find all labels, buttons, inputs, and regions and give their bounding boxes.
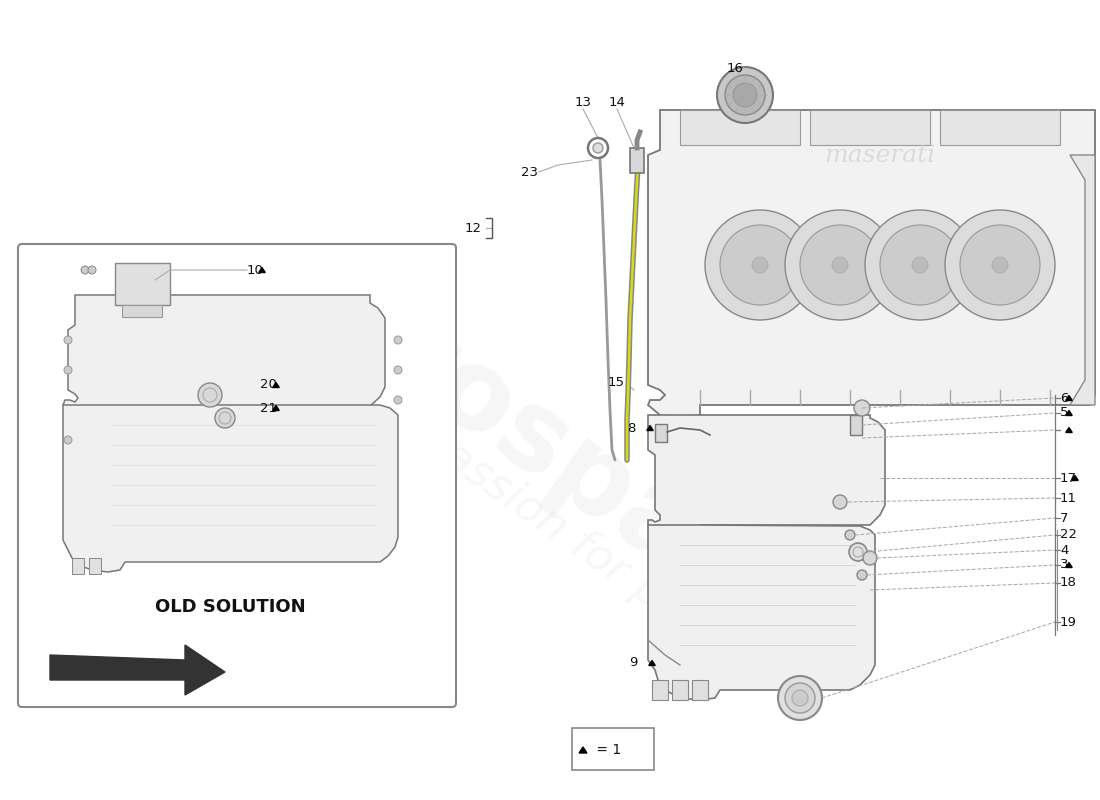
Text: 4: 4 xyxy=(1060,543,1068,557)
Circle shape xyxy=(945,210,1055,320)
Circle shape xyxy=(88,266,96,274)
Polygon shape xyxy=(50,645,225,695)
Bar xyxy=(654,424,667,442)
Circle shape xyxy=(992,257,1008,273)
Bar xyxy=(652,680,668,700)
Polygon shape xyxy=(648,110,1094,418)
Circle shape xyxy=(394,336,402,344)
Circle shape xyxy=(752,257,768,273)
Circle shape xyxy=(849,543,867,561)
FancyBboxPatch shape xyxy=(572,728,654,770)
Circle shape xyxy=(792,690,808,706)
Polygon shape xyxy=(648,525,874,700)
Circle shape xyxy=(785,210,895,320)
Circle shape xyxy=(394,396,402,404)
Text: 10: 10 xyxy=(248,263,264,277)
Bar xyxy=(850,415,862,435)
Circle shape xyxy=(785,683,815,713)
Circle shape xyxy=(64,366,72,374)
Bar xyxy=(89,558,101,574)
Bar xyxy=(692,680,708,700)
Circle shape xyxy=(778,676,822,720)
Circle shape xyxy=(833,495,847,509)
Polygon shape xyxy=(649,661,656,666)
Circle shape xyxy=(725,75,764,115)
Text: 20: 20 xyxy=(260,378,277,391)
Polygon shape xyxy=(579,747,587,753)
Circle shape xyxy=(593,143,603,153)
Text: 21: 21 xyxy=(260,402,277,414)
Text: 13: 13 xyxy=(574,97,592,110)
Circle shape xyxy=(64,336,72,344)
Bar xyxy=(116,263,170,305)
Polygon shape xyxy=(1066,395,1072,401)
Text: OLD SOLUTION: OLD SOLUTION xyxy=(155,598,306,616)
Text: 17: 17 xyxy=(1060,471,1077,485)
Circle shape xyxy=(960,225,1040,305)
Circle shape xyxy=(864,551,877,565)
Polygon shape xyxy=(1066,427,1072,433)
Text: 6: 6 xyxy=(1060,391,1068,405)
Circle shape xyxy=(198,383,222,407)
Text: maserati: maserati xyxy=(824,143,936,166)
Text: 18: 18 xyxy=(1060,577,1077,590)
Circle shape xyxy=(81,266,89,274)
Bar xyxy=(72,558,84,574)
Bar xyxy=(122,305,162,317)
Text: 5: 5 xyxy=(1060,406,1068,419)
Polygon shape xyxy=(1071,475,1078,481)
Polygon shape xyxy=(63,295,385,416)
Text: 8: 8 xyxy=(628,422,636,434)
Text: 11: 11 xyxy=(1060,491,1077,505)
Circle shape xyxy=(394,366,402,374)
Text: 15: 15 xyxy=(608,377,625,390)
Text: 23: 23 xyxy=(521,166,538,178)
Circle shape xyxy=(733,83,757,107)
Circle shape xyxy=(865,210,975,320)
Text: 12: 12 xyxy=(465,222,482,234)
Text: 19: 19 xyxy=(1060,615,1077,629)
Polygon shape xyxy=(273,382,279,387)
Text: 7: 7 xyxy=(1060,511,1068,525)
Bar xyxy=(940,110,1060,145)
Circle shape xyxy=(857,570,867,580)
Text: 3: 3 xyxy=(1060,558,1068,571)
Text: 22: 22 xyxy=(1060,529,1077,542)
Polygon shape xyxy=(1066,562,1072,567)
Text: eurospares: eurospares xyxy=(242,214,879,706)
Bar xyxy=(680,110,800,145)
Circle shape xyxy=(912,257,928,273)
Circle shape xyxy=(214,408,235,428)
Text: 9: 9 xyxy=(629,657,638,670)
Circle shape xyxy=(64,436,72,444)
Circle shape xyxy=(880,225,960,305)
Polygon shape xyxy=(1070,155,1094,405)
Polygon shape xyxy=(258,267,265,273)
Circle shape xyxy=(800,225,880,305)
Text: 14: 14 xyxy=(608,97,626,110)
Circle shape xyxy=(854,400,870,416)
Bar xyxy=(810,110,930,145)
Circle shape xyxy=(717,67,773,123)
Circle shape xyxy=(845,530,855,540)
Text: a passion for parts: a passion for parts xyxy=(377,394,742,666)
Polygon shape xyxy=(647,426,653,430)
Text: 16: 16 xyxy=(727,62,744,74)
Bar xyxy=(630,148,644,173)
FancyBboxPatch shape xyxy=(18,244,456,707)
Circle shape xyxy=(705,210,815,320)
Polygon shape xyxy=(273,406,279,410)
Circle shape xyxy=(720,225,800,305)
Polygon shape xyxy=(63,405,398,572)
Circle shape xyxy=(832,257,848,273)
Bar xyxy=(672,680,688,700)
Polygon shape xyxy=(1066,410,1072,415)
Polygon shape xyxy=(648,415,886,535)
Text: = 1: = 1 xyxy=(592,743,622,757)
